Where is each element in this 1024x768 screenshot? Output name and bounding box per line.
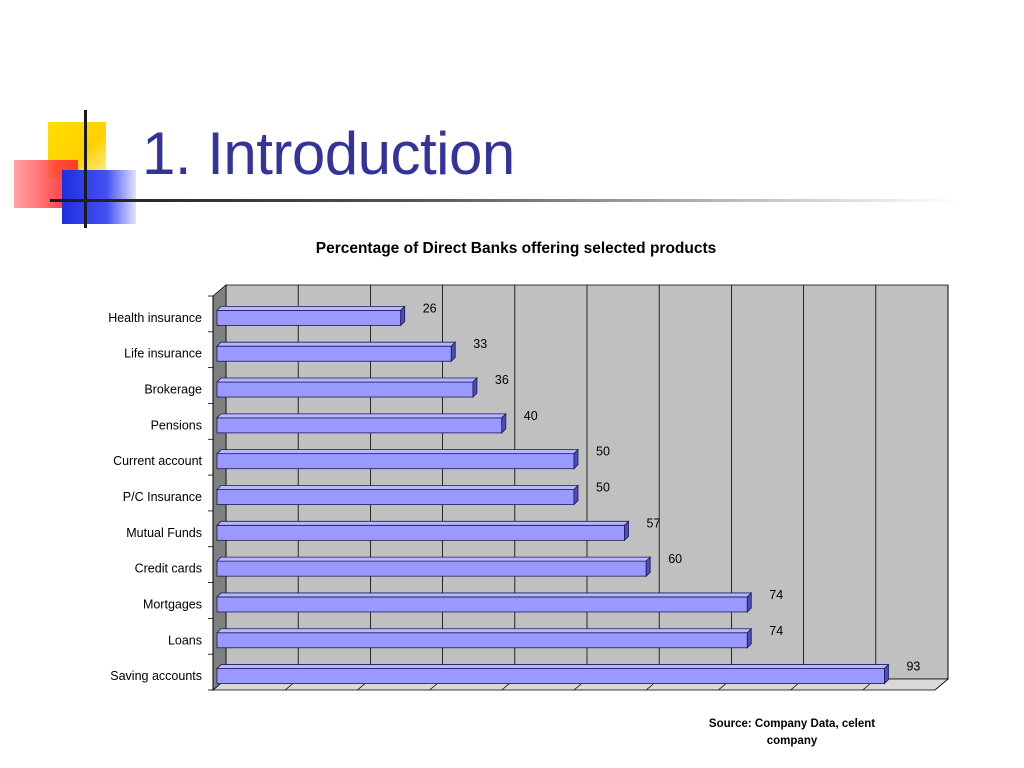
category-label: Health insurance: [108, 311, 202, 325]
bar: [216, 489, 575, 505]
bar: [216, 417, 503, 434]
bar-top: [216, 305, 406, 311]
category-label: Life insurance: [124, 347, 202, 361]
bar-top: [216, 485, 579, 490]
bar-top: [216, 556, 652, 562]
bar: [216, 453, 575, 470]
bar: [216, 596, 748, 613]
bar-top: [216, 592, 753, 598]
title-underline: [50, 199, 960, 202]
category-label: Brokerage: [144, 383, 202, 397]
bar-side: [573, 484, 579, 506]
category-label: Mortgages: [143, 597, 202, 611]
category-label: Credit cards: [135, 562, 202, 576]
bar-top: [216, 449, 579, 455]
bar: [216, 560, 647, 577]
bar-side: [501, 412, 507, 434]
slide-title: 1. Introduction: [142, 120, 515, 187]
bar-top: [216, 520, 630, 526]
chart-title: Percentage of Direct Banks offering sele…: [315, 240, 717, 257]
source-note: Source: Company Data, celent company: [708, 718, 876, 747]
bar-side: [884, 663, 889, 685]
data-label: 74: [769, 624, 783, 638]
data-label: 74: [769, 588, 783, 602]
bar-side: [746, 627, 752, 649]
bar-side: [573, 448, 579, 470]
logo-vertical-line: [84, 110, 87, 228]
data-label: 40: [524, 409, 538, 423]
data-label: 36: [495, 373, 509, 387]
bar-top: [216, 413, 507, 419]
bar-side: [746, 591, 752, 613]
bar: [216, 524, 625, 541]
bar-top: [216, 664, 890, 669]
bar-top: [216, 341, 457, 347]
category-label: Pensions: [151, 418, 202, 432]
bar: [216, 345, 452, 362]
data-label: 93: [906, 660, 920, 674]
data-label: 50: [596, 445, 610, 459]
data-label: 26: [423, 301, 437, 315]
bar-side: [400, 305, 406, 327]
category-label: Saving accounts: [110, 669, 202, 683]
data-label: 33: [473, 337, 487, 351]
bar-side: [624, 520, 629, 542]
bar-top: [216, 377, 478, 383]
data-label: 57: [647, 516, 661, 530]
category-label: Current account: [113, 454, 202, 468]
bar: [216, 668, 885, 685]
bar-side: [472, 377, 478, 399]
bar: [216, 309, 402, 326]
bar-top: [216, 628, 753, 634]
bar-side: [450, 341, 456, 363]
floor-gridline: [934, 678, 949, 691]
bar: [216, 632, 748, 649]
category-label: Mutual Funds: [126, 526, 202, 540]
category-label: Loans: [168, 633, 202, 647]
data-label: 60: [668, 552, 682, 566]
bar-side: [645, 556, 651, 578]
data-label: 50: [596, 480, 610, 494]
bar: [216, 381, 474, 398]
category-label: P/C Insurance: [123, 490, 202, 504]
logo-blue-square-icon: [62, 170, 136, 224]
